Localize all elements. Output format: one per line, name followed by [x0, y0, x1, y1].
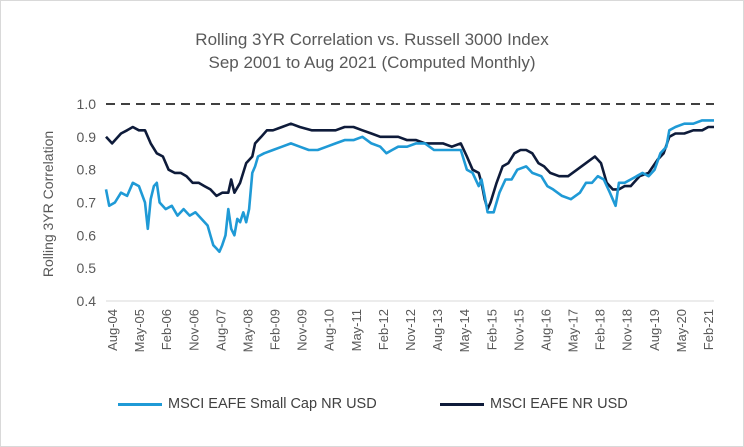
x-tick-label: Aug-07: [213, 309, 228, 351]
x-tick-label: Feb-06: [159, 309, 174, 350]
x-tick-label: Aug-04: [105, 309, 120, 351]
legend-item-eafe: MSCI EAFE NR USD: [440, 396, 628, 412]
x-tick-label: Nov-12: [403, 309, 418, 351]
chart-title: Rolling 3YR Correlation vs. Russell 3000…: [195, 30, 549, 49]
x-tick-label: Aug-19: [647, 309, 662, 351]
x-tick-label: May-11: [349, 309, 364, 351]
series-line-msci-eafe-small-cap: [104, 119, 714, 254]
x-tick-label: Feb-15: [484, 309, 499, 350]
x-tick-label: Aug-13: [430, 309, 445, 351]
y-tick-label: 0.9: [77, 129, 97, 145]
x-tick-label: Nov-09: [295, 309, 310, 351]
x-tick-label: May-14: [457, 309, 472, 352]
y-tick-label: 0.7: [77, 195, 97, 211]
x-tick-label: Feb-09: [268, 309, 283, 350]
y-axis: 1.0 0.9 0.8 0.7 0.6 0.5 0.4: [77, 96, 97, 309]
x-tick-label: May-17: [566, 309, 581, 352]
x-axis: Aug-04 May-05 Feb-06 Nov-06 Aug-07 May-08 Feb-…: [105, 309, 716, 352]
x-tick-label: May-20: [674, 309, 689, 352]
line-chart: Rolling 3YR Correlation 1.0 0.9 0.8 0.7 0.6 0…: [40, 96, 716, 352]
y-axis-label: Rolling 3YR Correlation: [40, 131, 56, 277]
x-tick-label: Feb-18: [593, 309, 608, 350]
y-tick-label: 0.8: [77, 162, 97, 178]
x-tick-label: Nov-18: [620, 309, 635, 351]
x-tick-label: May-05: [132, 309, 147, 352]
legend-swatch-eafe: [440, 402, 484, 406]
legend-swatch-small-cap: [118, 402, 162, 406]
y-tick-label: 0.4: [77, 293, 97, 309]
y-tick-label: 0.6: [77, 227, 97, 243]
y-tick-label: 0.5: [77, 260, 97, 276]
y-tick-label: 1.0: [77, 96, 97, 112]
legend: MSCI EAFE Small Cap NR USD MSCI EAFE NR …: [0, 396, 744, 420]
x-tick-label: Nov-15: [511, 309, 526, 351]
x-tick-label: Feb-12: [376, 309, 391, 350]
x-tick-label: Nov-06: [186, 309, 201, 351]
legend-item-small-cap: MSCI EAFE Small Cap NR USD: [118, 396, 377, 412]
x-tick-label: Aug-16: [538, 309, 553, 351]
legend-label-eafe: MSCI EAFE NR USD: [490, 396, 628, 412]
x-tick-label: Feb-21: [701, 309, 716, 350]
chart-subtitle: Sep 2001 to Aug 2021 (Computed Monthly): [208, 53, 536, 72]
x-tick-label: May-08: [240, 309, 255, 352]
x-tick-label: Aug-10: [322, 309, 337, 351]
series-line-msci-eafe: [105, 122, 714, 211]
legend-label-small-cap: MSCI EAFE Small Cap NR USD: [168, 396, 377, 412]
